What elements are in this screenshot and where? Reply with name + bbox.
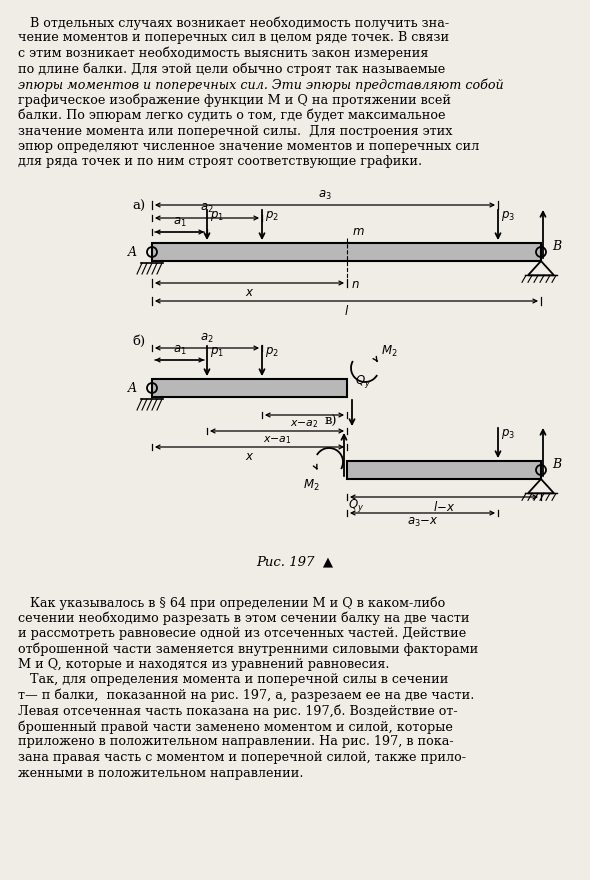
Text: для ряда точек и по ним строят соответствующие графики.: для ряда точек и по ним строят соответст… [18,156,422,168]
Text: М и Q, которые и находятся из уравнений равновесия.: М и Q, которые и находятся из уравнений … [18,658,389,671]
Text: $x$: $x$ [245,450,254,463]
Text: $x{-}a_1$: $x{-}a_1$ [263,434,291,446]
Text: $Q_y$: $Q_y$ [355,373,371,390]
Text: $p_2$: $p_2$ [265,345,279,359]
Text: Так, для определения момента и поперечной силы в сечении: Так, для определения момента и поперечно… [18,673,448,686]
Text: $m$: $m$ [352,225,365,238]
Polygon shape [152,379,347,397]
Text: эпюр определяют численное значение моментов и поперечных сил: эпюр определяют численное значение момен… [18,140,479,153]
Text: $Q_y$: $Q_y$ [348,497,364,514]
Text: по длине балки. Для этой цели обычно строят так называемые: по длине балки. Для этой цели обычно стр… [18,62,445,76]
Text: $x{-}a_2$: $x{-}a_2$ [290,418,319,429]
Text: $l{-}x$: $l{-}x$ [433,500,455,514]
Text: $M_2$: $M_2$ [303,478,320,493]
Text: $p_1$: $p_1$ [210,345,224,359]
Text: $p_3$: $p_3$ [501,209,515,223]
Text: A: A [127,382,136,394]
Text: с этим возникает необходимость выяснить закон измерения: с этим возникает необходимость выяснить … [18,47,432,61]
Text: женными в положительном направлении.: женными в положительном направлении. [18,766,303,780]
Text: эпюры моментов и поперечных сил. Эти эпюры представляют собой: эпюры моментов и поперечных сил. Эти эпю… [18,78,504,92]
Text: $x$: $x$ [245,286,254,299]
Text: приложено в положительном направлении. На рис. 197, в пока-: приложено в положительном направлении. Н… [18,736,454,749]
Text: и рассмотреть равновесие одной из отсеченных частей. Действие: и рассмотреть равновесие одной из отсече… [18,627,466,640]
Text: зана правая часть с моментом и поперечной силой, также прило-: зана правая часть с моментом и поперечно… [18,751,466,764]
Text: $a_3{-}x$: $a_3{-}x$ [407,516,438,529]
Text: $a_1$: $a_1$ [173,344,186,357]
Text: отброшенной части заменяется внутренними силовыми факторами: отброшенной части заменяется внутренними… [18,642,478,656]
Text: $p_2$: $p_2$ [265,209,279,223]
Text: балки. По эпюрам легко судить о том, где будет максимальное: балки. По эпюрам легко судить о том, где… [18,109,445,122]
Polygon shape [152,243,541,261]
Text: графическое изображение функции М и Q на протяжении всей: графическое изображение функции М и Q на… [18,93,451,107]
Text: B: B [552,240,562,253]
Text: В отдельных случаях возникает необходимость получить зна-: В отдельных случаях возникает необходимо… [18,16,449,30]
Polygon shape [347,461,541,479]
Text: $l$: $l$ [344,304,349,318]
Text: брошенный правой части заменено моментом и силой, которые: брошенный правой части заменено моментом… [18,720,453,734]
Text: $M_2$: $M_2$ [381,344,398,359]
Text: чение моментов и поперечных сил в целом ряде точек. В связи: чение моментов и поперечных сил в целом … [18,32,449,45]
Text: Рис. 197  ▲: Рис. 197 ▲ [257,555,333,568]
Text: $p_3$: $p_3$ [501,427,515,441]
Text: Как указывалось в § 64 при определении М и Q в каком-либо: Как указывалось в § 64 при определении М… [18,596,445,610]
Text: а): а) [132,200,145,213]
Text: $n$: $n$ [351,278,360,291]
Text: Левая отсеченная часть показана на рис. 197,б. Воздействие от-: Левая отсеченная часть показана на рис. … [18,705,458,718]
Text: B: B [552,458,562,472]
Text: б): б) [132,335,145,348]
Text: $p_1$: $p_1$ [210,209,224,223]
Text: $a_3$: $a_3$ [318,189,332,202]
Text: A: A [127,246,136,259]
Text: сечении необходимо разрезать в этом сечении балку на две части: сечении необходимо разрезать в этом сече… [18,612,470,625]
Text: в): в) [325,415,337,428]
Text: т— п балки,  показанной на рис. 197, а, разрезаем ее на две части.: т— п балки, показанной на рис. 197, а, р… [18,689,474,702]
Text: $a_2$: $a_2$ [200,332,214,345]
Text: $a_2$: $a_2$ [200,202,214,215]
Text: $a_1$: $a_1$ [173,216,186,229]
Text: значение момента или поперечной силы.  Для построения этих: значение момента или поперечной силы. Дл… [18,124,453,137]
